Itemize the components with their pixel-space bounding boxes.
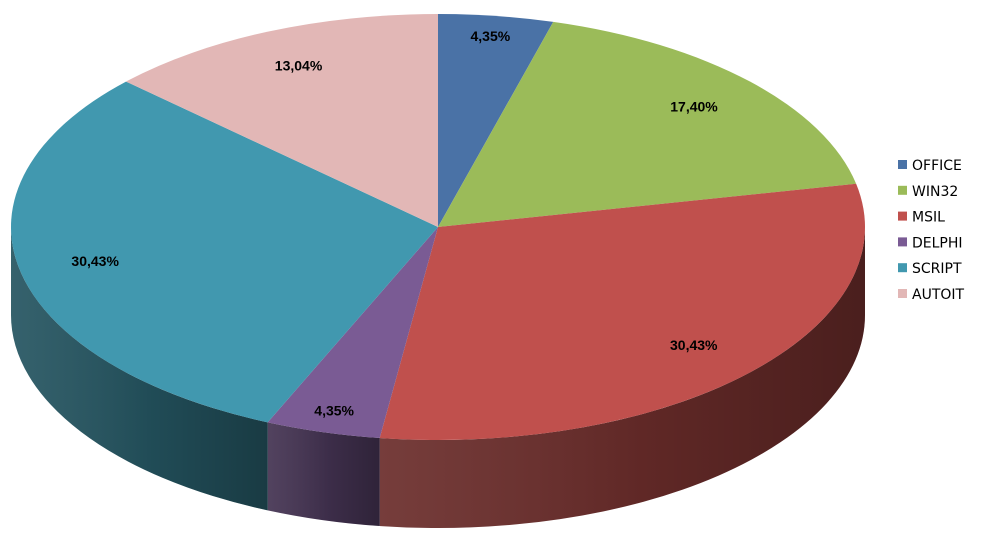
data-label-win32: 17,40% xyxy=(670,99,718,115)
legend-swatch-autoit xyxy=(898,289,907,298)
data-label-msil: 30,43% xyxy=(670,337,718,353)
pie-side-shade-delphi xyxy=(267,422,380,527)
pie-slice-autoit xyxy=(125,14,439,227)
pie-slice-win32 xyxy=(438,21,857,228)
pie-slice-office xyxy=(438,14,554,227)
legend-swatch-msil xyxy=(898,211,907,221)
pie-side-shade-msil xyxy=(379,227,865,528)
pie-side-shade-script xyxy=(11,227,268,511)
legend-label-msil: MSIL xyxy=(912,210,945,226)
data-label-script: 30,43% xyxy=(71,253,119,269)
pie-sides xyxy=(11,227,865,528)
legend: OFFICE WIN32 MSIL DELPHI SCRIPT AUTOIT xyxy=(898,158,965,303)
legend-swatch-delphi xyxy=(898,237,907,247)
legend-swatch-office xyxy=(898,160,907,169)
data-labels: 4,35% 17,40% 30,43% 4,35% 30,43% 13,04% xyxy=(71,28,718,418)
data-label-delphi: 4,35% xyxy=(314,402,354,418)
legend-label-autoit: AUTOIT xyxy=(912,287,965,303)
pie-slice-script xyxy=(10,81,438,423)
legend-swatch-script xyxy=(898,263,907,273)
legend-label-script: SCRIPT xyxy=(912,261,962,277)
legend-label-office: OFFICE xyxy=(912,158,962,174)
data-label-office: 4,35% xyxy=(471,28,511,44)
legend-swatch-win32 xyxy=(898,185,907,195)
legend-label-delphi: DELPHI xyxy=(912,235,963,251)
legend-label-win32: WIN32 xyxy=(912,184,958,200)
pie-slice-delphi xyxy=(267,227,438,439)
pie-slice-msil xyxy=(379,183,865,441)
data-label-autoit: 13,04% xyxy=(275,57,323,73)
pie-slices xyxy=(10,14,865,441)
